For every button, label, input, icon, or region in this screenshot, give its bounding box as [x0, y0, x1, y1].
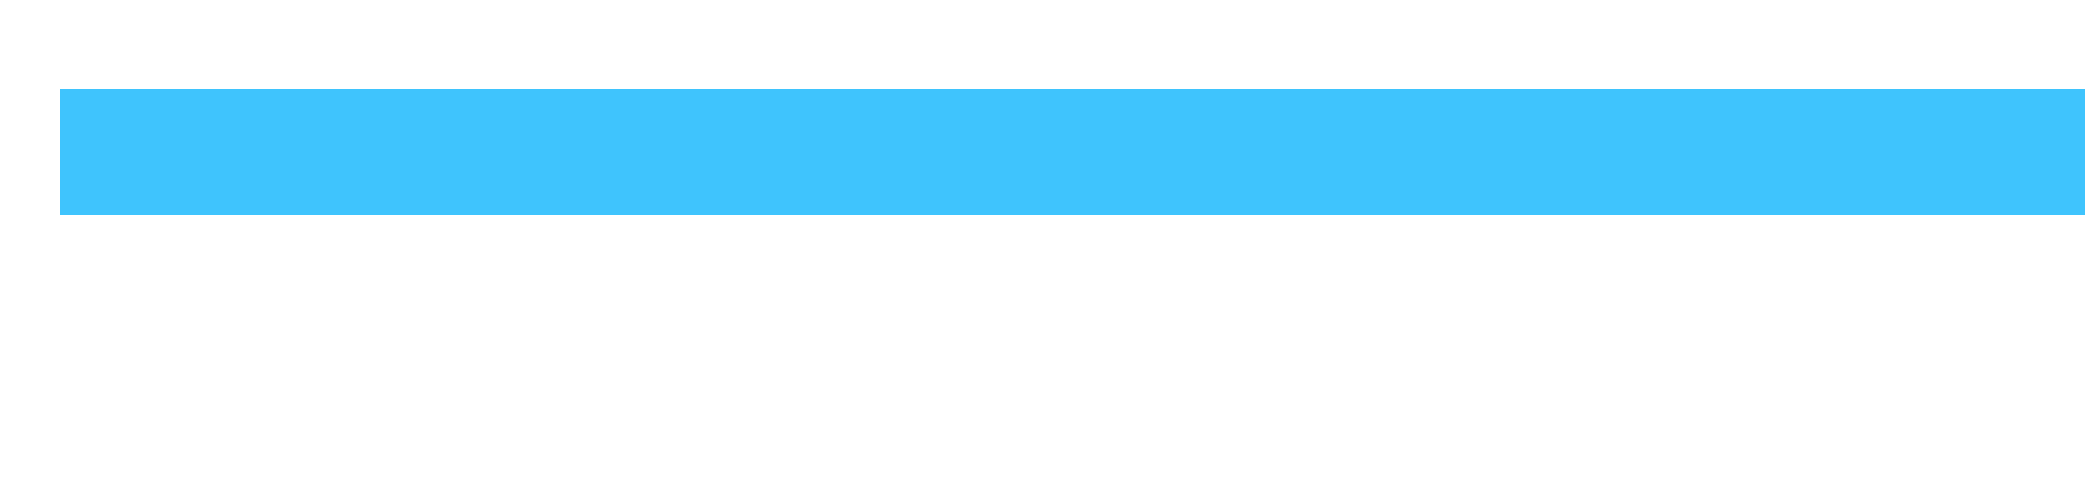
progress-bar[interactable]	[60, 89, 2085, 215]
